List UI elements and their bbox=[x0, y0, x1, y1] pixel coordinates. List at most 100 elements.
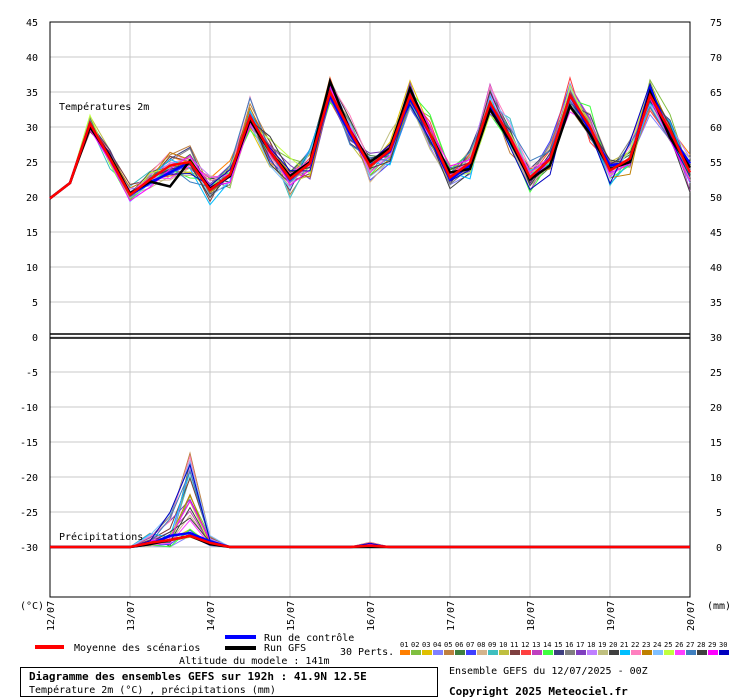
pert-legend-swatch bbox=[719, 650, 729, 655]
pert-legend-number: 01 bbox=[400, 641, 408, 649]
pert-legend-swatch bbox=[521, 650, 531, 655]
left-tick-label: -15 bbox=[20, 438, 38, 449]
precipitation-panel-label: Précipitations bbox=[59, 531, 143, 543]
pert-legend-number: 28 bbox=[697, 641, 705, 649]
left-tick-label: 45 bbox=[26, 18, 38, 29]
chart-info-box: Diagramme des ensembles GEFS sur 192h : … bbox=[20, 667, 438, 697]
copyright-label: Copyright 2025 Meteociel.fr bbox=[449, 685, 628, 698]
left-tick-label: 30 bbox=[26, 123, 38, 134]
x-tick-label: 20/07 bbox=[686, 601, 697, 631]
right-tick-label: 25 bbox=[710, 368, 722, 379]
right-tick-label: 20 bbox=[710, 403, 722, 414]
left-tick-label: 5 bbox=[32, 298, 38, 309]
pert-legend-swatch bbox=[455, 650, 465, 655]
pert-legend-swatch bbox=[444, 650, 454, 655]
perturbation-legend: 01 02 03 04 05 06 07 08 09 10 11 12 13 14 15 16 17 18 19 20… bbox=[400, 641, 729, 655]
pert-legend-swatch bbox=[477, 650, 487, 655]
right-tick-label: 50 bbox=[710, 193, 722, 204]
pert-legend-number: 10 bbox=[499, 641, 507, 649]
pert-legend-number: 13 bbox=[532, 641, 540, 649]
left-tick-label: 25 bbox=[26, 158, 38, 169]
chart-legend: Moyenne des scénarios Run de contrôle Ru… bbox=[35, 632, 729, 658]
pert-legend-number: 30 bbox=[719, 641, 727, 649]
x-tick-label: 14/07 bbox=[206, 601, 217, 631]
pert-legend-swatch bbox=[400, 650, 410, 655]
left-tick-label: -10 bbox=[20, 403, 38, 414]
legend-gfs-label: Run GFS bbox=[264, 643, 306, 654]
left-tick-label: 40 bbox=[26, 53, 38, 64]
right-tick-label: 65 bbox=[710, 88, 722, 99]
pert-legend-number: 05 bbox=[444, 641, 452, 649]
left-tick-label: 10 bbox=[26, 263, 38, 274]
x-tick-label: 15/07 bbox=[286, 601, 297, 631]
left-tick-label: -5 bbox=[26, 368, 38, 379]
legend-control-label: Run de contrôle bbox=[264, 632, 354, 644]
temperature-panel-label: Températures 2m bbox=[59, 101, 149, 113]
chart-subtitle: Température 2m (°C) , précipitations (mm… bbox=[29, 685, 276, 696]
right-tick-label: 10 bbox=[710, 473, 722, 484]
pert-legend-number: 18 bbox=[587, 641, 595, 649]
left-tick-label: 0 bbox=[32, 333, 38, 344]
pert-legend-swatch bbox=[411, 650, 421, 655]
pert-legend-swatch bbox=[653, 650, 663, 655]
chart-grid bbox=[50, 22, 690, 597]
pert-legend-swatch bbox=[708, 650, 718, 655]
right-tick-label: 35 bbox=[710, 298, 722, 309]
x-tick-label: 12/07 bbox=[46, 601, 57, 631]
right-tick-label: 75 bbox=[710, 18, 722, 29]
pert-legend-number: 06 bbox=[455, 641, 463, 649]
pert-legend-swatch bbox=[598, 650, 608, 655]
right-tick-label: 15 bbox=[710, 438, 722, 449]
pert-legend-swatch bbox=[422, 650, 432, 655]
pert-legend-swatch bbox=[609, 650, 619, 655]
right-tick-label: 0 bbox=[716, 543, 722, 554]
plot-frame bbox=[49, 21, 691, 598]
x-tick-label: 17/07 bbox=[446, 601, 457, 631]
ensemble-run-label: Ensemble GEFS du 12/07/2025 - 00Z bbox=[449, 666, 648, 677]
pert-legend-number: 17 bbox=[576, 641, 584, 649]
precipitation-line-moyenne-des-sc-narios bbox=[50, 534, 690, 549]
pert-legend-number: 08 bbox=[477, 641, 485, 649]
pert-legend-number: 14 bbox=[543, 641, 551, 649]
pert-legend-swatch bbox=[620, 650, 630, 655]
pert-legend-swatch bbox=[499, 650, 509, 655]
left-unit-label: (°C) bbox=[20, 601, 44, 612]
left-tick-label: -30 bbox=[20, 543, 38, 554]
right-tick-label: 45 bbox=[710, 228, 722, 239]
pert-legend-swatch bbox=[510, 650, 520, 655]
pert-legend-number: 21 bbox=[620, 641, 628, 649]
pert-legend-swatch bbox=[576, 650, 586, 655]
pert-legend-number: 15 bbox=[554, 641, 562, 649]
pert-legend-swatch bbox=[675, 650, 685, 655]
pert-legend-number: 29 bbox=[708, 641, 716, 649]
right-unit-label: (mm) bbox=[707, 601, 731, 612]
pert-legend-number: 22 bbox=[631, 641, 639, 649]
pert-legend-number: 11 bbox=[510, 641, 518, 649]
x-tick-label: 19/07 bbox=[606, 601, 617, 631]
left-tick-label: 15 bbox=[26, 228, 38, 239]
pert-legend-swatch bbox=[642, 650, 652, 655]
pert-legend-number: 25 bbox=[664, 641, 672, 649]
pert-legend-number: 16 bbox=[565, 641, 573, 649]
pert-legend-swatch bbox=[466, 650, 476, 655]
legend-mean-label: Moyenne des scénarios bbox=[74, 642, 200, 654]
pert-legend-number: 04 bbox=[433, 641, 441, 649]
chart-axes bbox=[49, 21, 691, 598]
pert-legend-swatch bbox=[631, 650, 641, 655]
pert-legend-number: 07 bbox=[466, 641, 474, 649]
left-tick-label: 20 bbox=[26, 193, 38, 204]
right-tick-label: 40 bbox=[710, 263, 722, 274]
pert-legend-swatch bbox=[488, 650, 498, 655]
right-tick-label: 30 bbox=[710, 333, 722, 344]
left-tick-label: -20 bbox=[20, 473, 38, 484]
pert-legend-number: 26 bbox=[675, 641, 683, 649]
left-tick-label: 35 bbox=[26, 88, 38, 99]
pert-legend-number: 23 bbox=[642, 641, 650, 649]
pert-legend-swatch bbox=[433, 650, 443, 655]
pert-legend-number: 02 bbox=[411, 641, 419, 649]
x-tick-label: 18/07 bbox=[526, 601, 537, 631]
altitude-label: Altitude du modele : 141m bbox=[179, 656, 330, 667]
pert-legend-number: 20 bbox=[609, 641, 617, 649]
